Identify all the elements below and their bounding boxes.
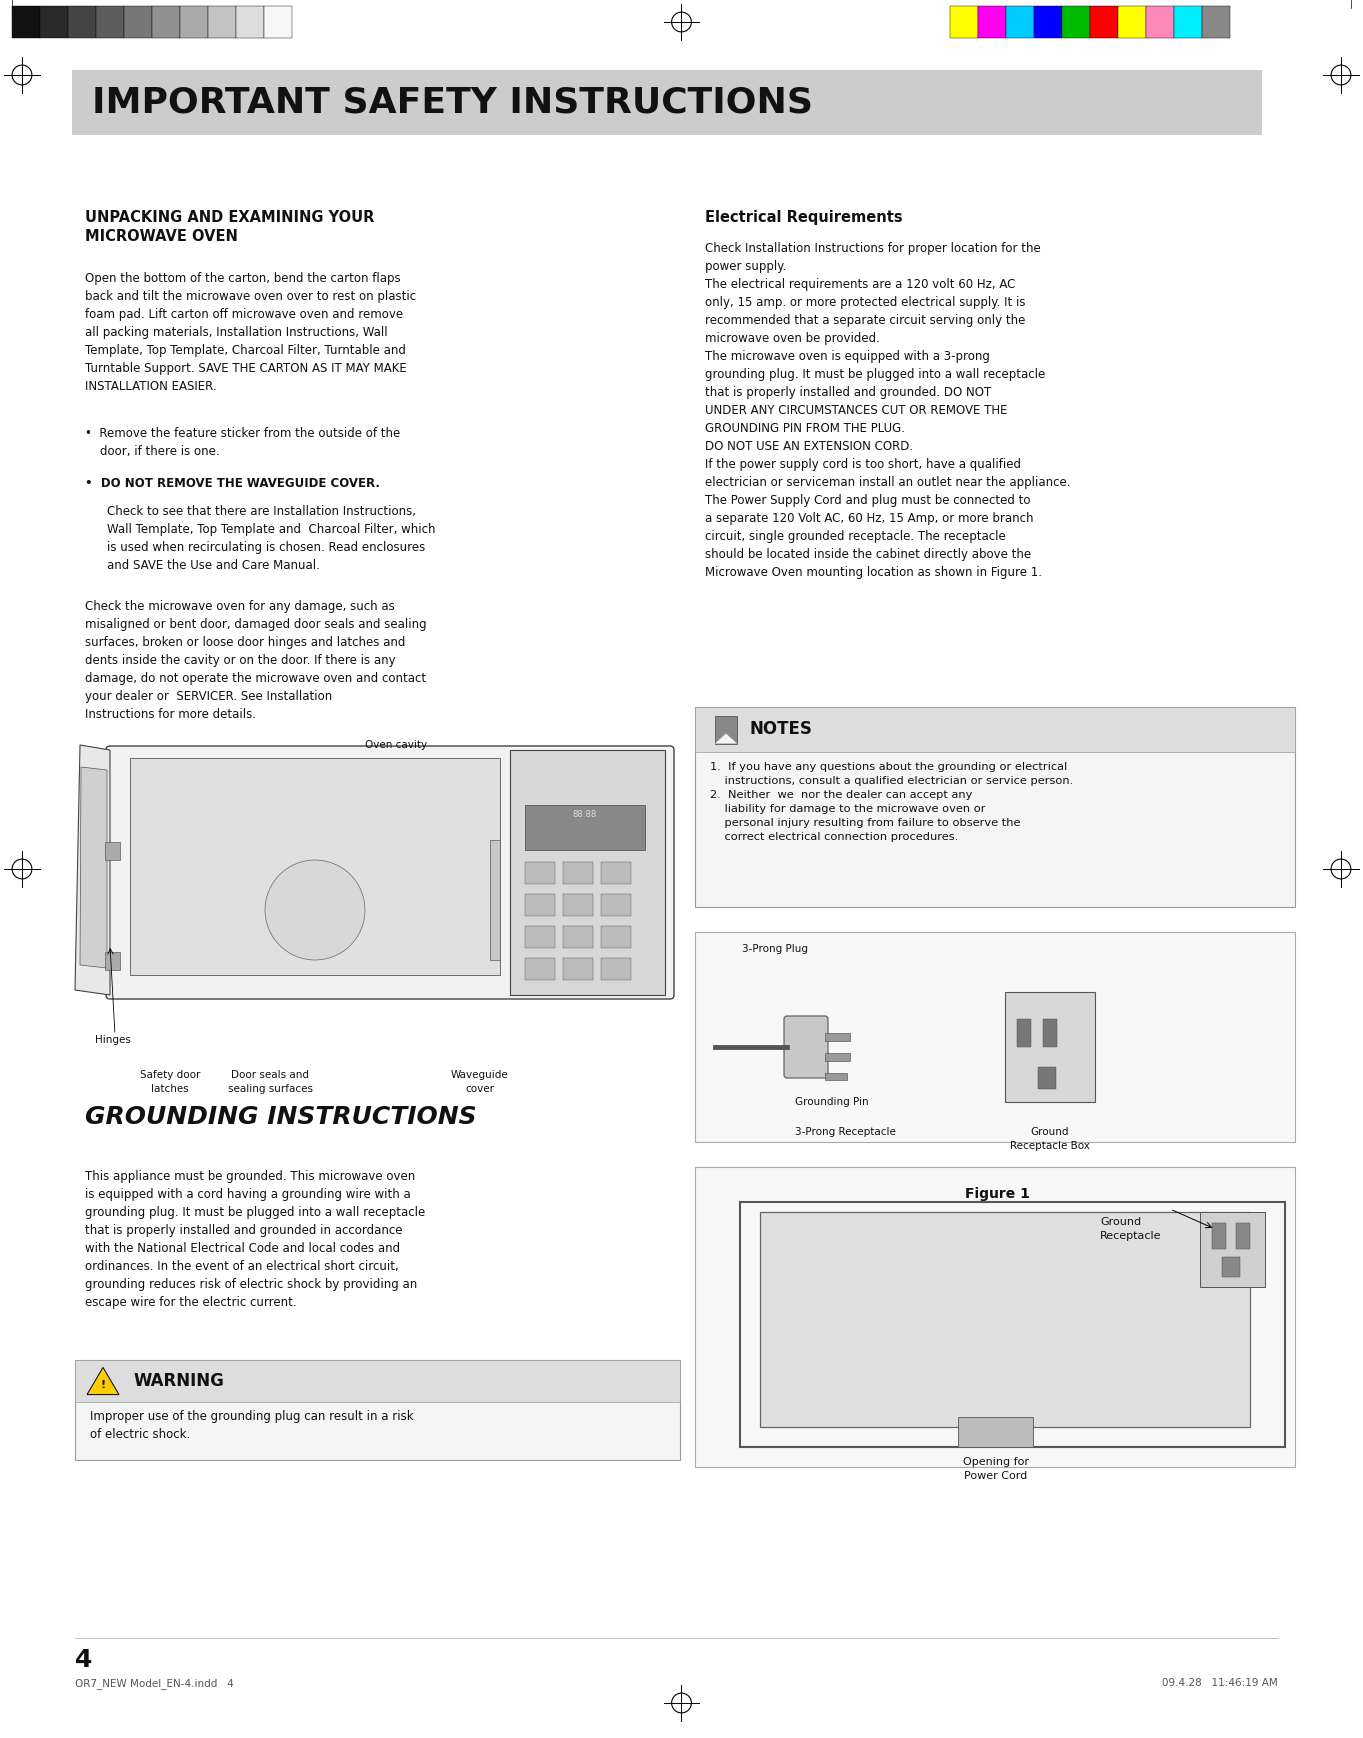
Bar [979, 5, 1006, 38]
Text: Waveguide
cover: Waveguide cover [451, 1071, 508, 1093]
Text: Electrical Requirements: Electrical Requirements [705, 210, 902, 224]
Bar [825, 1072, 846, 1079]
Circle shape [264, 860, 365, 959]
Bar [525, 893, 555, 916]
Text: WARNING: WARNING [134, 1371, 224, 1390]
Bar [825, 1053, 851, 1060]
Bar [563, 893, 593, 916]
Text: Door seals and
sealing surfaces: Door seals and sealing surfaces [228, 1071, 312, 1093]
Polygon shape [87, 1368, 119, 1394]
Polygon shape [80, 766, 108, 968]
Text: Improper use of the grounding plug can result in a risk
of electric shock.: Improper use of the grounding plug can r… [90, 1410, 413, 1441]
Bar [264, 5, 292, 38]
Text: Check Installation Instructions for proper location for the
power supply.
The el: Check Installation Instructions for prop… [705, 242, 1070, 579]
Text: 09.4.28   11:46:19 AM: 09.4.28 11:46:19 AM [1163, 1677, 1278, 1688]
Bar [601, 926, 631, 947]
Bar [1090, 5, 1118, 38]
Bar [1035, 5, 1062, 38]
FancyBboxPatch shape [784, 1017, 827, 1078]
Bar [209, 5, 236, 38]
Bar [95, 5, 124, 38]
Bar [1202, 5, 1229, 38]
Bar [1118, 5, 1146, 38]
Text: •  Remove the feature sticker from the outside of the
    door, if there is one.: • Remove the feature sticker from the ou… [85, 428, 401, 459]
Bar [525, 805, 645, 850]
Bar [1005, 992, 1094, 1102]
Bar [1199, 1211, 1265, 1288]
Bar [563, 862, 593, 885]
Bar [1006, 5, 1035, 38]
Polygon shape [75, 746, 110, 994]
Bar [491, 839, 500, 959]
Bar [695, 707, 1295, 907]
Bar [1174, 5, 1202, 38]
Text: •  DO NOT REMOVE THE WAVEGUIDE COVER.: • DO NOT REMOVE THE WAVEGUIDE COVER. [85, 476, 380, 490]
Bar [1223, 1257, 1240, 1277]
Bar [1039, 1067, 1056, 1090]
Text: OR7_NEW Model_EN-4.indd   4: OR7_NEW Model_EN-4.indd 4 [75, 1677, 233, 1689]
Bar [124, 5, 153, 38]
Bar [12, 5, 40, 38]
Bar [129, 758, 500, 975]
Bar [40, 5, 68, 38]
Text: Figure 1: Figure 1 [965, 1187, 1030, 1201]
Bar [1017, 1018, 1030, 1046]
Bar [72, 70, 1262, 136]
Bar [695, 1166, 1295, 1467]
FancyBboxPatch shape [106, 746, 673, 999]
Bar [525, 862, 555, 885]
Text: 1.  If you have any questions about the grounding or electrical
    instructions: 1. If you have any questions about the g… [710, 761, 1073, 841]
Bar [75, 1361, 680, 1403]
Text: UNPACKING AND EXAMINING YOUR
MICROWAVE OVEN: UNPACKING AND EXAMINING YOUR MICROWAVE O… [85, 210, 375, 243]
Text: 4: 4 [75, 1648, 93, 1672]
Text: Opening for
Power Cord: Opening for Power Cord [964, 1456, 1029, 1481]
Text: Oven cavity: Oven cavity [365, 740, 427, 751]
Bar [695, 932, 1295, 1142]
Text: 3-Prong Receptacle: 3-Prong Receptacle [795, 1126, 895, 1137]
Text: 3-Prong Plug: 3-Prong Plug [741, 944, 808, 954]
Bar [510, 751, 665, 994]
Bar [825, 1032, 851, 1041]
Bar [525, 926, 555, 947]
Bar [601, 958, 631, 980]
Bar [180, 5, 209, 38]
Bar [153, 5, 180, 38]
Bar [950, 5, 979, 38]
Text: NOTES: NOTES [750, 721, 812, 739]
Bar [563, 926, 593, 947]
Text: Hinges: Hinges [95, 1036, 131, 1045]
Text: IMPORTANT SAFETY INSTRUCTIONS: IMPORTANT SAFETY INSTRUCTIONS [91, 85, 812, 120]
Text: Check to see that there are Installation Instructions,
Wall Template, Top Templa: Check to see that there are Installation… [108, 506, 436, 572]
Bar [105, 952, 120, 970]
Bar [761, 1211, 1250, 1427]
Text: Safety door
latches: Safety door latches [140, 1071, 200, 1093]
Text: Check the microwave oven for any damage, such as
misaligned or bent door, damage: Check the microwave oven for any damage,… [85, 600, 427, 721]
Text: Ground
Receptacle: Ground Receptacle [1100, 1217, 1161, 1241]
Text: This appliance must be grounded. This microwave oven
is equipped with a cord hav: This appliance must be grounded. This mi… [85, 1170, 425, 1309]
Bar [105, 841, 120, 860]
Bar [1212, 1224, 1225, 1250]
Text: Open the bottom of the carton, bend the carton flaps
back and tilt the microwave: Open the bottom of the carton, bend the … [85, 273, 416, 393]
Bar [958, 1416, 1033, 1448]
Bar [601, 862, 631, 885]
Bar [1043, 1018, 1056, 1046]
Text: GROUNDING INSTRUCTIONS: GROUNDING INSTRUCTIONS [85, 1105, 477, 1130]
Text: Grounding Pin: Grounding Pin [795, 1097, 868, 1107]
Bar [563, 958, 593, 980]
Bar [601, 893, 631, 916]
Text: Ground
Receptacle Box: Ground Receptacle Box [1010, 1126, 1090, 1151]
Text: !: ! [101, 1380, 105, 1390]
Bar [1146, 5, 1174, 38]
Bar [525, 958, 555, 980]
Polygon shape [716, 733, 737, 744]
Bar [75, 1361, 680, 1460]
Bar [1062, 5, 1090, 38]
Text: 88:88: 88:88 [572, 810, 597, 820]
Bar [236, 5, 264, 38]
Bar [1236, 1224, 1250, 1250]
Bar [695, 707, 1295, 753]
Bar [740, 1203, 1285, 1448]
Bar [68, 5, 95, 38]
Bar [716, 716, 737, 744]
